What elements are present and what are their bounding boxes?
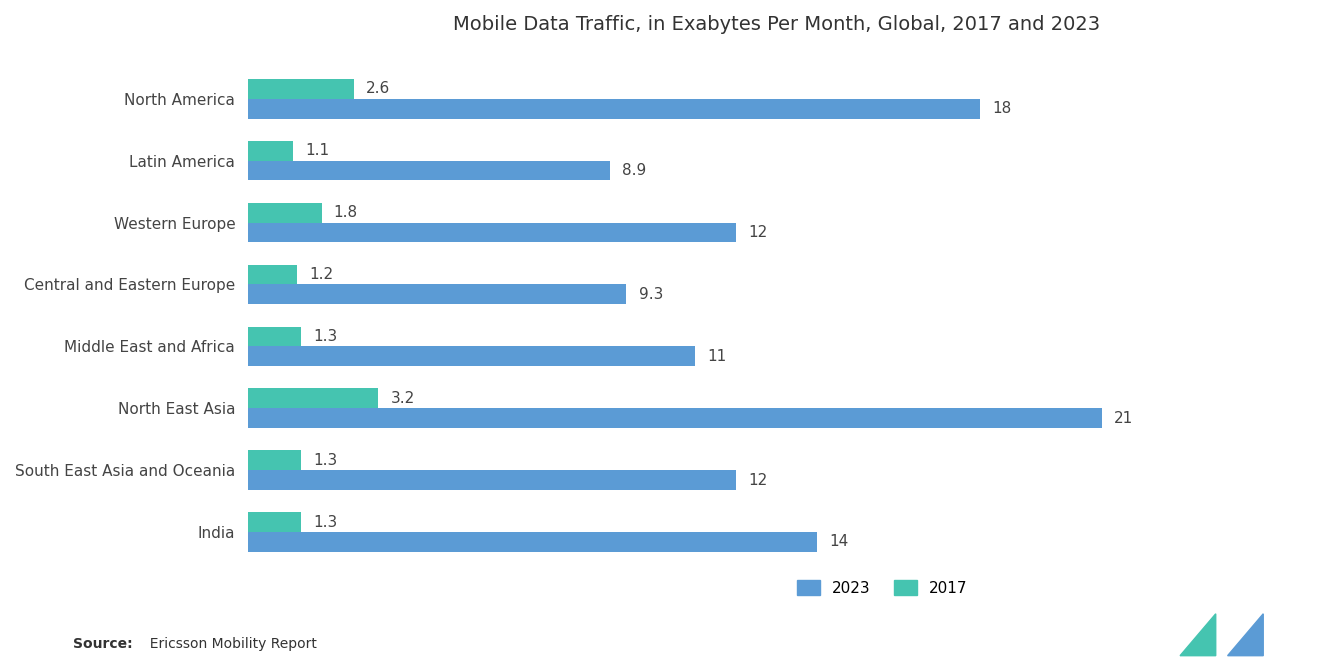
Bar — [248, 79, 354, 99]
Title: Mobile Data Traffic, in Exabytes Per Month, Global, 2017 and 2023: Mobile Data Traffic, in Exabytes Per Mon… — [453, 15, 1101, 34]
Text: 14: 14 — [829, 535, 849, 549]
Bar — [248, 265, 297, 285]
Text: 11: 11 — [708, 348, 727, 364]
Text: Source:: Source: — [73, 637, 132, 652]
Bar — [248, 512, 301, 532]
Bar — [248, 327, 301, 346]
Bar — [248, 408, 1102, 428]
Text: 1.3: 1.3 — [313, 329, 338, 344]
Bar — [248, 99, 979, 118]
Text: 12: 12 — [748, 473, 767, 487]
Bar — [248, 203, 322, 223]
Text: 21: 21 — [1114, 411, 1134, 426]
Text: 1.8: 1.8 — [334, 205, 358, 220]
Polygon shape — [1228, 614, 1263, 656]
Bar — [248, 450, 301, 470]
Bar — [248, 346, 696, 366]
Bar — [248, 285, 627, 305]
Bar — [248, 470, 737, 490]
Text: 1.3: 1.3 — [313, 453, 338, 467]
Text: 12: 12 — [748, 225, 767, 240]
Text: 3.2: 3.2 — [391, 391, 414, 406]
Text: 2.6: 2.6 — [366, 81, 391, 96]
Bar — [248, 388, 379, 408]
Bar — [248, 223, 737, 242]
Polygon shape — [1180, 614, 1216, 656]
Text: 1.1: 1.1 — [305, 143, 330, 158]
Text: 9.3: 9.3 — [639, 287, 663, 302]
Bar — [248, 161, 610, 180]
Text: 1.3: 1.3 — [313, 515, 338, 529]
Bar — [248, 141, 293, 161]
Text: 18: 18 — [993, 101, 1011, 116]
Text: 1.2: 1.2 — [309, 267, 334, 282]
Bar — [248, 532, 817, 552]
Text: Ericsson Mobility Report: Ericsson Mobility Report — [141, 637, 317, 652]
Legend: 2023, 2017: 2023, 2017 — [791, 573, 974, 602]
Text: 8.9: 8.9 — [622, 163, 647, 178]
